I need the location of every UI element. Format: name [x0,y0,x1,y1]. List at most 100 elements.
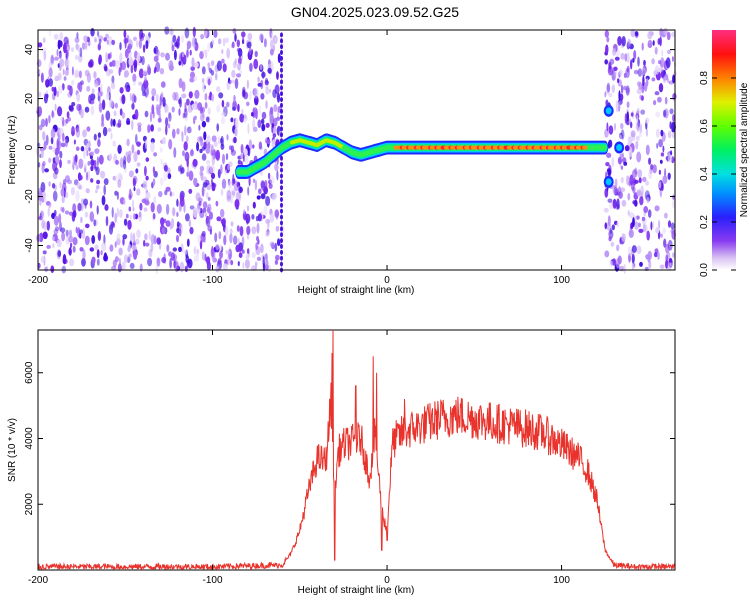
noise-blob [234,199,240,209]
noise-blob [244,114,247,119]
noise-blob [213,140,218,147]
noise-blob [132,175,138,185]
y-tick-label: 4000 [24,427,35,450]
noise-blob [261,71,266,78]
noise-blob [59,150,63,159]
noise-blob [603,207,609,213]
noise-blob [607,198,613,203]
noise-blob [232,60,237,69]
noise-blob [100,84,103,93]
noise-blob [189,149,194,157]
noise-blob [200,33,205,40]
snr-y-label: SNR (10 * v/v) [7,418,18,482]
noise-blob [119,87,124,94]
noise-blob [186,171,189,177]
noise-blob [52,190,58,202]
noise-blob [635,135,640,141]
noise-blob [247,32,253,41]
noise-blob [207,78,211,86]
noise-blob [244,154,249,165]
noise-blob [90,178,94,183]
noise-edge-blob [280,132,283,138]
noise-blob [98,54,103,64]
noise-blob [216,123,219,132]
noise-blob [116,122,122,128]
noise-blob [654,46,658,55]
noise-blob [64,210,70,215]
noise-blob [97,139,101,148]
noise-blob [631,262,635,270]
noise-blob [259,170,263,176]
noise-blob [54,56,59,61]
noise-blob [90,151,94,156]
noise-blob [204,49,208,59]
noise-blob [198,124,201,131]
noise-blob [88,94,92,104]
noise-blob [650,221,653,231]
noise-blob [211,154,215,166]
noise-blob [186,158,189,168]
noise-blob [94,79,99,88]
noise-blob [657,96,662,103]
noise-blob [100,170,106,179]
noise-blob [133,213,136,220]
noise-blob [80,216,83,223]
noise-blob [54,209,57,216]
noise-edge-blob [280,167,283,173]
noise-blob [243,148,248,157]
noise-blob [60,142,66,148]
noise-blob [628,229,634,239]
noise-blob [44,168,49,173]
noise-blob [265,253,268,261]
noise-blob [647,254,651,263]
noise-edge-blob [280,67,283,73]
noise-blob [63,42,67,54]
noise-blob [165,220,171,227]
noise-blob [41,148,44,159]
noise-blob [222,263,228,271]
noise-blob [118,209,123,218]
noise-blob [144,165,147,177]
noise-blob [260,181,266,191]
noise-blob [605,162,610,167]
noise-blob [59,159,62,169]
noise-blob [645,144,650,156]
noise-blob [127,244,132,250]
snr-panel: -200 -100 0 100 2000 4000 6000 Height of stra… [7,329,676,596]
noise-blob [144,110,149,118]
noise-blob [273,117,278,127]
noise-blob [75,190,80,202]
noise-blob [145,40,149,50]
noise-blob [265,139,271,144]
noise-blob [248,139,253,151]
noise-blob [255,242,258,251]
noise-blob [201,120,207,128]
noise-blob [188,170,194,181]
noise-blob [177,35,180,43]
noise-blob [110,118,113,127]
noise-blob [41,162,45,174]
noise-blob [132,177,136,187]
noise-blob [40,256,45,263]
noise-blob [42,250,47,255]
noise-blob [237,103,240,113]
noise-blob [164,26,170,35]
noise-blob [667,220,672,228]
noise-blob [82,129,87,138]
noise-blob [607,169,612,176]
noise-blob [193,246,197,255]
noise-blob [611,224,615,231]
figure-title: GN04.2025.023.09.52.G25 [291,4,459,20]
noise-blob [631,253,635,264]
noise-blob [267,172,271,180]
noise-blob [163,171,168,182]
noise-edge-blob [280,114,283,120]
noise-blob [140,32,145,38]
noise-blob [79,247,84,252]
noise-blob [651,77,656,82]
noise-blob [93,219,97,227]
noise-blob [217,136,221,145]
noise-blob [670,222,675,230]
noise-blob [56,145,60,155]
noise-blob [672,114,675,122]
